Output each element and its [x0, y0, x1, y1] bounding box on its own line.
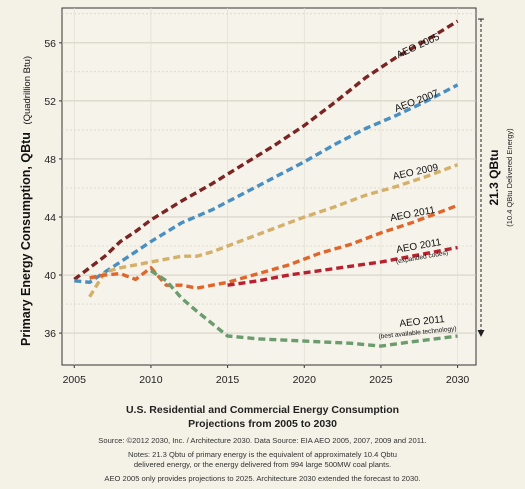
- series-lines: [73, 19, 459, 348]
- delta-annotation: 21.3 QBtu (10.4 QBtu Delivered Energy): [477, 18, 514, 337]
- annotation-arrowhead: [477, 329, 485, 337]
- y-axis-unit: (Quadrillion Btu): [22, 56, 33, 125]
- y-axis-label: Primary Energy Consumption, QBtu: [19, 132, 33, 346]
- y-tick-label: 40: [44, 270, 56, 282]
- source-note: Source: ©2012 2030, Inc. / Architecture …: [98, 436, 427, 445]
- x-tick-label: 2015: [216, 374, 240, 386]
- y-axis-title: Primary Energy Consumption, QBtu (Quadri…: [19, 56, 33, 346]
- y-tick-label: 56: [44, 38, 56, 50]
- x-tick-label: 2020: [293, 374, 317, 386]
- notes-line3: AEO 2005 only provides projections to 20…: [104, 474, 421, 483]
- series-line: [149, 269, 458, 348]
- axis-ticks: 36 40 44 48 52 56 2005 2010 2015 2020 2025 2030: [44, 38, 469, 386]
- grid: [62, 8, 476, 365]
- notes-line1: Notes: 21.3 Qbtu of primary energy is th…: [128, 450, 397, 459]
- series-line: [89, 203, 459, 290]
- series-line: [73, 19, 459, 281]
- x-tick-label: 2005: [63, 374, 87, 386]
- x-tick-label: 2030: [446, 374, 470, 386]
- notes-line2: delivered energy, or the energy delivere…: [133, 460, 392, 469]
- y-tick-label: 48: [44, 154, 56, 166]
- y-tick-label: 52: [44, 96, 56, 108]
- series-label: AEO 2011: [399, 314, 446, 330]
- annotation-value: 21.3 QBtu: [487, 150, 501, 206]
- plot-area: [61, 7, 477, 366]
- x-tick-label: 2010: [139, 374, 163, 386]
- x-tick-label: 2025: [369, 374, 393, 386]
- y-tick-label: 44: [44, 212, 56, 224]
- annotation-note: (10.4 QBtu Delivered Energy): [505, 128, 514, 227]
- series-line: [227, 245, 458, 287]
- chart-title-line1: U.S. Residential and Commercial Energy C…: [125, 404, 400, 416]
- y-tick-label: 36: [44, 328, 56, 340]
- chart-title-line2: Projections from 2005 to 2030: [188, 418, 337, 430]
- series-line: [88, 163, 459, 298]
